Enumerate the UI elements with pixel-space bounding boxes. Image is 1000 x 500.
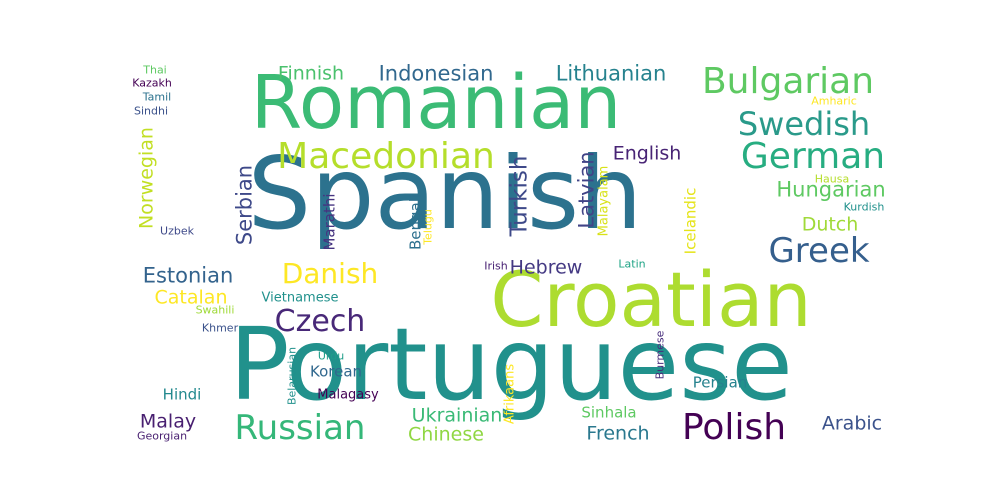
word-georgian: Georgian <box>136 429 188 443</box>
word-icelandic: Icelandic <box>681 187 700 255</box>
word-amharic: Amharic <box>811 94 857 108</box>
word-sinhala: Sinhala <box>581 403 637 422</box>
word-romanian: Romanian <box>250 60 622 146</box>
word-spanish: Spanish <box>247 135 643 252</box>
word-korean: Korean <box>309 362 363 381</box>
word-vietnamese: Vietnamese <box>261 290 339 306</box>
word-arabic: Arabic <box>821 412 883 435</box>
word-urdu: Urdu <box>317 349 345 363</box>
word-ukrainian: Ukrainian <box>411 404 503 427</box>
word-indonesian: Indonesian <box>378 61 494 86</box>
word-khmer: Khmer <box>201 321 239 335</box>
word-telugu: Telugu <box>421 209 435 245</box>
word-irish: Irish <box>484 259 508 273</box>
word-thai: Thai <box>143 63 167 77</box>
word-malayalam: Malayalam <box>596 165 612 237</box>
word-macedonian: Macedonian <box>277 136 495 177</box>
word-kazakh: Kazakh <box>132 76 172 90</box>
word-uzbek: Uzbek <box>160 224 194 238</box>
word-marathi: Marathi <box>320 193 339 251</box>
word-chinese: Chinese <box>408 423 484 446</box>
word-persian: Persian <box>692 373 748 392</box>
word-portuguese: Portuguese <box>229 306 793 423</box>
word-greek: Greek <box>768 231 870 271</box>
word-catalan: Catalan <box>154 286 228 309</box>
word-latin: Latin <box>618 257 646 271</box>
word-french: French <box>586 422 650 445</box>
word-bulgarian: Bulgarian <box>701 61 875 102</box>
word-turkish: Turkish <box>506 155 533 237</box>
word-swahili: Swahili <box>195 303 235 317</box>
word-malagasy: Malagasy <box>317 387 379 403</box>
word-russian: Russian <box>234 408 366 448</box>
word-hindi: Hindi <box>162 385 202 404</box>
word-german: German <box>740 136 886 177</box>
word-finnish: Finnish <box>277 62 345 85</box>
word-tamil: Tamil <box>142 90 172 104</box>
word-polish: Polish <box>681 407 787 448</box>
word-dutch: Dutch <box>801 213 859 236</box>
word-croatian: Croatian <box>490 255 812 344</box>
word-english: English <box>612 142 682 165</box>
word-norwegian: Norwegian <box>135 127 158 229</box>
word-belarusian: Belarusian <box>285 346 299 406</box>
word-latvian: Latvian <box>574 151 599 229</box>
word-kurdish: Kurdish <box>843 200 885 214</box>
word-estonian: Estonian <box>142 263 234 288</box>
word-czech: Czech <box>274 304 366 339</box>
word-burmese: Burmese <box>653 330 667 380</box>
word-malay: Malay <box>139 410 197 433</box>
word-sindhi: Sindhi <box>133 104 169 118</box>
word-swedish: Swedish <box>737 105 871 143</box>
word-hausa: Hausa <box>814 172 850 186</box>
word-hungarian: Hungarian <box>776 177 886 202</box>
word-afrikaans: Afrikaans <box>502 363 518 425</box>
word-lithuanian: Lithuanian <box>555 61 667 86</box>
word-danish: Danish <box>281 257 379 290</box>
word-hebrew: Hebrew <box>509 256 583 279</box>
word-serbian: Serbian <box>232 164 257 246</box>
